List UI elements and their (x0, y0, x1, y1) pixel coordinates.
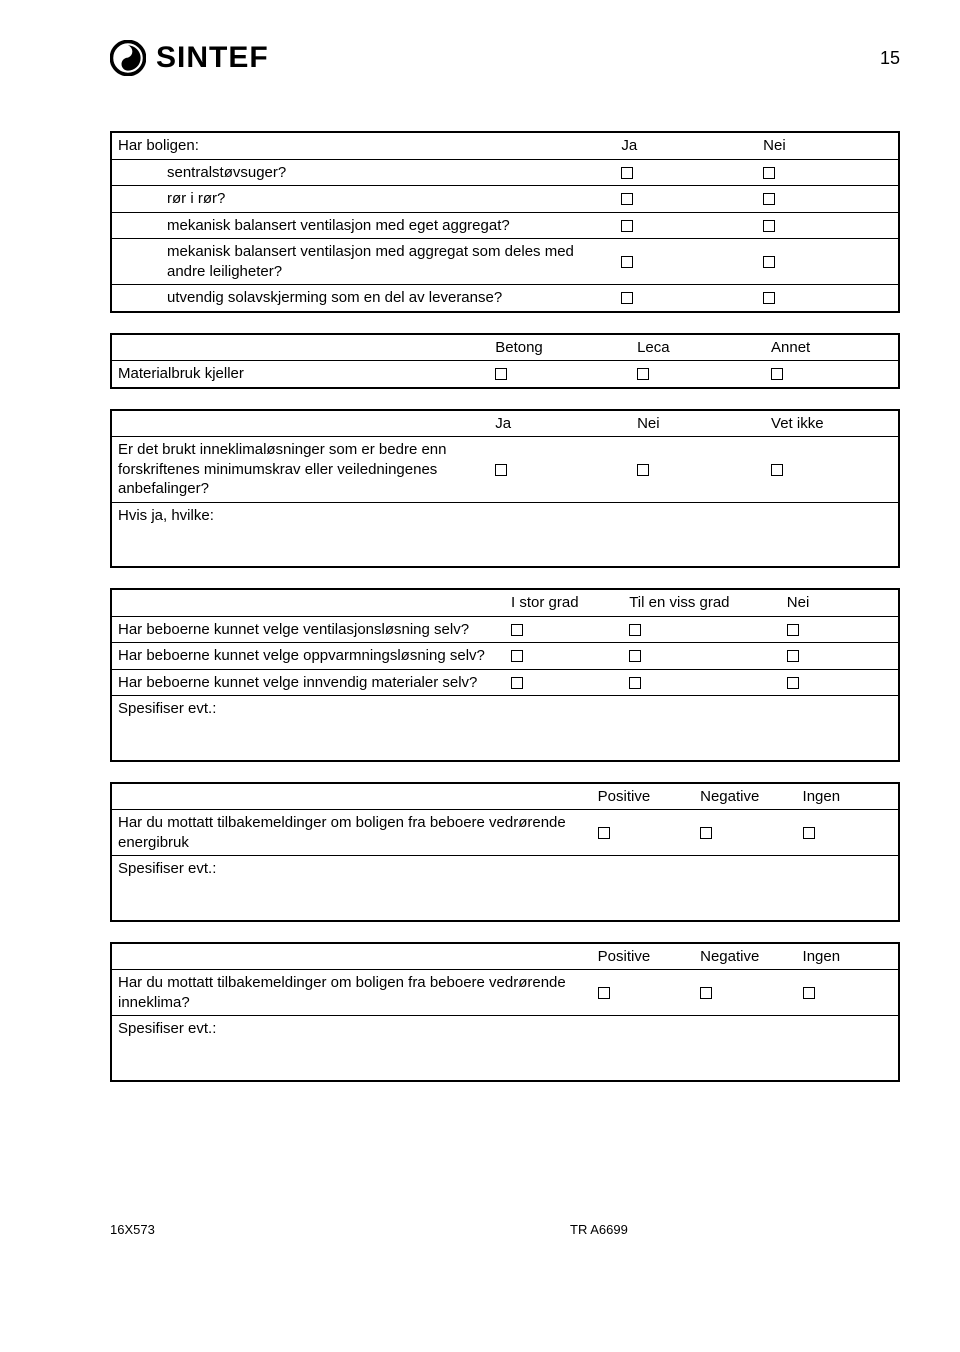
col-header: Ingen (797, 943, 899, 970)
row-label: Har beboerne kunnet velge ventilasjonslø… (111, 616, 505, 643)
table-inneklima-feedback: Positive Negative Ingen Har du mottatt t… (110, 942, 900, 1082)
checkbox[interactable] (787, 624, 799, 636)
checkbox[interactable] (621, 167, 633, 179)
checkbox[interactable] (511, 650, 523, 662)
col-header: Til en viss grad (623, 589, 781, 616)
col-header: Nei (631, 410, 765, 437)
brand-text: SINTEF (156, 41, 269, 75)
table-boligen: Har boligen: Ja Nei sentralstøvsuger? rø… (110, 131, 900, 313)
checkbox[interactable] (629, 624, 641, 636)
empty-cell (111, 783, 592, 810)
col-header: Ja (489, 410, 631, 437)
checkbox[interactable] (495, 464, 507, 476)
row-label: Har beboerne kunnet velge innvendig mate… (111, 669, 505, 696)
page-header: SINTEF 15 (110, 40, 900, 76)
table-beboerne: I stor grad Til en viss grad Nei Har beb… (110, 588, 900, 762)
checkbox[interactable] (621, 193, 633, 205)
checkbox[interactable] (763, 193, 775, 205)
col-header: Annet (765, 334, 899, 361)
checkbox[interactable] (637, 464, 649, 476)
col-header: Vet ikke (765, 410, 899, 437)
col-header: Ja (615, 132, 757, 159)
row-label: utvendig solavskjerming som en del av le… (111, 285, 615, 312)
checkbox[interactable] (771, 464, 783, 476)
col-header: Negative (694, 943, 796, 970)
freetext-label[interactable]: Spesifiser evt.: (111, 856, 899, 921)
row-label: sentralstøvsuger? (111, 159, 615, 186)
empty-cell (111, 410, 489, 437)
checkbox[interactable] (763, 292, 775, 304)
checkbox[interactable] (621, 220, 633, 232)
empty-cell (111, 589, 505, 616)
checkbox[interactable] (511, 624, 523, 636)
col-header: Leca (631, 334, 765, 361)
checkbox[interactable] (495, 368, 507, 380)
checkbox[interactable] (700, 827, 712, 839)
checkbox[interactable] (771, 368, 783, 380)
col-header: Ingen (797, 783, 899, 810)
row-label: mekanisk balansert ventilasjon med eget … (111, 212, 615, 239)
footer-left: 16X573 (110, 1222, 440, 1237)
checkbox[interactable] (700, 987, 712, 999)
footer-right: TR A6699 (440, 1222, 900, 1237)
checkbox[interactable] (763, 167, 775, 179)
checkbox[interactable] (803, 987, 815, 999)
table-energibruk: Positive Negative Ingen Har du mottatt t… (110, 782, 900, 922)
row-label: rør i rør? (111, 186, 615, 213)
logo: SINTEF (110, 40, 269, 76)
col-header: Positive (592, 943, 694, 970)
col-header: Betong (489, 334, 631, 361)
checkbox[interactable] (629, 650, 641, 662)
page-number: 15 (880, 48, 900, 69)
table-title: Har boligen: (111, 132, 615, 159)
col-header: Negative (694, 783, 796, 810)
checkbox[interactable] (803, 827, 815, 839)
col-header: Positive (592, 783, 694, 810)
empty-cell (111, 334, 489, 361)
checkbox[interactable] (637, 368, 649, 380)
page-footer: 16X573 TR A6699 (110, 1222, 900, 1237)
sintef-icon (110, 40, 146, 76)
checkbox[interactable] (763, 220, 775, 232)
page: SINTEF 15 Har boligen: Ja Nei sentralstø… (0, 0, 960, 1352)
freetext-label[interactable]: Spesifiser evt.: (111, 1016, 899, 1081)
freetext-label[interactable]: Hvis ja, hvilke: (111, 502, 899, 567)
checkbox[interactable] (598, 827, 610, 839)
row-label: Har beboerne kunnet velge oppvarmningslø… (111, 643, 505, 670)
checkbox[interactable] (621, 256, 633, 268)
checkbox[interactable] (763, 256, 775, 268)
row-label: Er det brukt inneklimaløsninger som er b… (111, 437, 489, 503)
row-label: Har du mottatt tilbakemeldinger om bolig… (111, 970, 592, 1016)
empty-cell (111, 943, 592, 970)
col-header: Nei (757, 132, 899, 159)
freetext-label[interactable]: Spesifiser evt.: (111, 696, 899, 761)
checkbox[interactable] (598, 987, 610, 999)
col-header: Nei (781, 589, 899, 616)
col-header: I stor grad (505, 589, 623, 616)
row-label: Materialbruk kjeller (111, 361, 489, 388)
row-label: mekanisk balansert ventilasjon med aggre… (111, 239, 615, 285)
checkbox[interactable] (621, 292, 633, 304)
table-inneklima: Ja Nei Vet ikke Er det brukt inneklimalø… (110, 409, 900, 569)
checkbox[interactable] (787, 677, 799, 689)
checkbox[interactable] (787, 650, 799, 662)
checkbox[interactable] (511, 677, 523, 689)
row-label: Har du mottatt tilbakemeldinger om bolig… (111, 810, 592, 856)
checkbox[interactable] (629, 677, 641, 689)
table-materialbruk: Betong Leca Annet Materialbruk kjeller (110, 333, 900, 389)
